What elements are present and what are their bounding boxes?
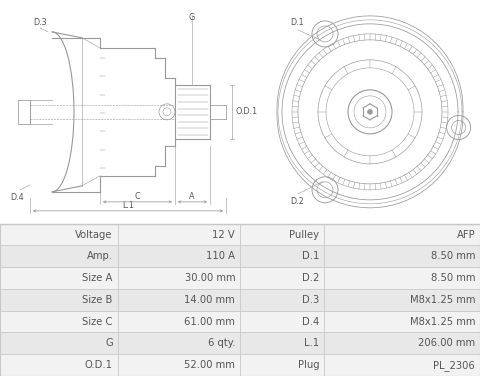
- Text: O.D.1: O.D.1: [235, 108, 257, 116]
- Text: 6 qty.: 6 qty.: [208, 338, 235, 349]
- Text: Voltage: Voltage: [75, 230, 113, 240]
- Text: D.1: D.1: [290, 18, 304, 27]
- Text: Amp.: Amp.: [87, 251, 113, 261]
- Text: D.2: D.2: [290, 197, 304, 206]
- Text: 61.00 mm: 61.00 mm: [184, 317, 235, 327]
- Text: Plug: Plug: [298, 360, 319, 370]
- Text: D.4: D.4: [10, 193, 24, 202]
- Text: PL_2306: PL_2306: [433, 360, 475, 371]
- Bar: [18, 100, 30, 124]
- Text: 110 A: 110 A: [206, 251, 235, 261]
- Text: D.1: D.1: [302, 251, 319, 261]
- Text: A: A: [189, 192, 195, 201]
- Text: D.4: D.4: [302, 317, 319, 327]
- Text: G: G: [189, 13, 195, 22]
- Text: M8x1.25 mm: M8x1.25 mm: [410, 295, 475, 305]
- Text: L.1: L.1: [122, 201, 134, 210]
- Text: Size B: Size B: [83, 295, 113, 305]
- Text: L.1: L.1: [304, 338, 319, 349]
- Text: G: G: [105, 338, 113, 349]
- Text: Size A: Size A: [83, 273, 113, 283]
- Text: D.3: D.3: [33, 18, 47, 27]
- Text: 8.50 mm: 8.50 mm: [431, 273, 475, 283]
- Text: 12 V: 12 V: [213, 230, 235, 240]
- Text: AFP: AFP: [456, 230, 475, 240]
- Text: C: C: [134, 192, 140, 201]
- Text: D.3: D.3: [302, 295, 319, 305]
- Text: D.2: D.2: [302, 273, 319, 283]
- Text: Size C: Size C: [83, 317, 113, 327]
- Text: Pulley: Pulley: [289, 230, 319, 240]
- Circle shape: [368, 109, 372, 114]
- Text: 30.00 mm: 30.00 mm: [185, 273, 235, 283]
- Text: M8x1.25 mm: M8x1.25 mm: [410, 317, 475, 327]
- Text: 8.50 mm: 8.50 mm: [431, 251, 475, 261]
- Text: 52.00 mm: 52.00 mm: [184, 360, 235, 370]
- Text: 14.00 mm: 14.00 mm: [184, 295, 235, 305]
- Text: O.D.1: O.D.1: [85, 360, 113, 370]
- Text: 206.00 mm: 206.00 mm: [418, 338, 475, 349]
